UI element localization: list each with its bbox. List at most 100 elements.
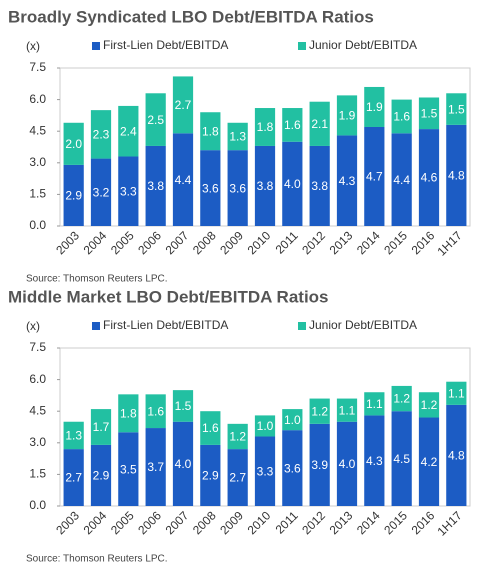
- y-tick-label: 6.0: [29, 92, 46, 106]
- bar-segment: [145, 145, 166, 226]
- x-tick-label: 2016: [409, 508, 438, 537]
- data-label: 4.2: [421, 455, 438, 469]
- bar-segment: [309, 145, 330, 226]
- data-label: 1.6: [147, 404, 164, 418]
- data-label: 1.1: [448, 386, 465, 400]
- x-tick-label: 2009: [217, 228, 246, 257]
- data-label: 4.3: [339, 174, 356, 188]
- data-label: 3.6: [284, 461, 301, 475]
- data-label: 3.8: [257, 179, 274, 193]
- bar-segment: [200, 444, 221, 506]
- x-tick-label: 2012: [299, 508, 328, 537]
- data-label: 1.1: [339, 403, 356, 417]
- data-label: 4.8: [448, 449, 465, 463]
- data-label: 1.0: [284, 413, 301, 427]
- source: Source: Thomson Reuters LPC.: [26, 554, 168, 565]
- bar-segment: [145, 93, 166, 146]
- x-tick-label: 2014: [354, 228, 383, 257]
- bar-segment: [364, 126, 385, 226]
- bar-segment: [90, 110, 112, 159]
- data-label: 4.6: [421, 171, 438, 185]
- data-label: 2.7: [175, 98, 192, 112]
- data-label: 2.5: [147, 113, 164, 127]
- bar-segment: [172, 133, 194, 226]
- data-label: 2.9: [65, 189, 82, 203]
- x-tick-label: 2006: [135, 508, 164, 537]
- bar-segment: [391, 385, 412, 412]
- bar-segment: [90, 444, 112, 506]
- y-axis-label: (x): [26, 319, 40, 333]
- bar-segment: [446, 381, 467, 405]
- y-tick-label: 7.5: [29, 60, 46, 74]
- data-label: 1.2: [311, 404, 328, 418]
- x-tick-label: 2010: [245, 508, 274, 537]
- bar-segment: [336, 398, 358, 422]
- data-label: 4.4: [175, 173, 192, 187]
- data-label: 3.6: [229, 181, 246, 195]
- data-label: 3.3: [257, 464, 274, 478]
- chart-title: Middle Market LBO Debt/EBITDA Ratios: [8, 287, 329, 306]
- bar-segment: [336, 95, 358, 136]
- x-tick-label: 2013: [327, 508, 356, 537]
- bar-segment: [391, 99, 412, 134]
- y-tick-label: 7.5: [29, 340, 46, 354]
- y-axis-label: (x): [26, 39, 40, 53]
- bar-segment: [118, 432, 139, 506]
- chart: Middle Market LBO Debt/EBITDA Ratios (x) F…: [8, 287, 471, 565]
- data-label: 4.8: [448, 169, 465, 183]
- data-label: 3.3: [120, 184, 137, 198]
- x-tick-label: 1H17: [435, 228, 465, 258]
- legend-label: First-Lien Debt/EBITDA: [103, 38, 228, 52]
- bar-segment: [309, 398, 330, 424]
- legend-swatch: [92, 322, 100, 330]
- legend-label: Junior Debt/EBITDA: [309, 38, 417, 52]
- x-tick-label: 2004: [81, 508, 110, 537]
- bar-segment: [282, 141, 303, 226]
- data-label: 1.9: [339, 109, 356, 123]
- bar-segment: [118, 394, 139, 433]
- bar-segment: [63, 122, 84, 165]
- y-tick-label: 4.5: [29, 123, 46, 137]
- bar-segment: [418, 129, 440, 226]
- bar-segment: [282, 409, 303, 431]
- data-label: 1.5: [175, 399, 192, 413]
- data-label: 2.3: [93, 128, 110, 142]
- x-tick-label: 2007: [163, 508, 192, 537]
- bar-segment: [282, 108, 303, 142]
- data-label: 2.4: [120, 124, 137, 138]
- bar-segment: [309, 423, 330, 506]
- data-label: 4.4: [393, 173, 410, 187]
- data-label: 3.7: [147, 460, 164, 474]
- data-label: 1.1: [366, 397, 383, 411]
- data-label: 1.6: [202, 421, 219, 435]
- x-tick-label: 2008: [190, 508, 219, 537]
- bar-segment: [63, 164, 84, 226]
- bar-segment: [227, 423, 248, 450]
- x-tick-label: 2013: [327, 228, 356, 257]
- data-label: 2.7: [229, 471, 246, 485]
- data-label: 1.9: [366, 100, 383, 114]
- bar-segment: [254, 415, 276, 437]
- bar-segment: [336, 421, 358, 506]
- x-tick-label: 2009: [217, 508, 246, 537]
- data-label: 2.9: [202, 469, 219, 483]
- data-label: 1.8: [120, 406, 137, 420]
- x-tick-label: 2006: [135, 228, 164, 257]
- chart: Broadly Syndicated LBO Debt/EBITDA Ratio…: [8, 7, 471, 285]
- data-label: 2.9: [93, 469, 110, 483]
- x-tick-label: 2003: [53, 508, 82, 537]
- bar-segment: [200, 112, 221, 151]
- bar-segment: [63, 421, 84, 450]
- y-tick-label: 4.5: [29, 403, 46, 417]
- x-tick-label: 2005: [108, 228, 137, 257]
- bar-segment: [446, 93, 467, 125]
- legend-label: Junior Debt/EBITDA: [309, 318, 417, 332]
- legend-swatch: [298, 42, 306, 50]
- bar-segment: [145, 428, 166, 506]
- bar-segment: [227, 449, 248, 506]
- data-label: 1.5: [421, 106, 438, 120]
- bar-segment: [90, 409, 112, 445]
- y-tick-label: 1.5: [29, 187, 46, 201]
- data-label: 4.7: [366, 170, 383, 184]
